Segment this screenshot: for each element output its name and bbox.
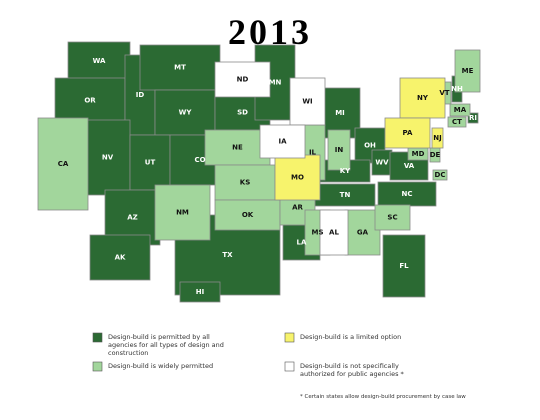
state-shape [67,41,131,81]
state-shape [214,164,276,201]
state-label: SC [387,214,397,222]
state-shape [179,281,221,303]
legend-label: Design-build is not specifically authoriz… [300,362,405,378]
state-label: NE [232,144,243,152]
state-label: NC [402,190,413,198]
state-label: AK [115,254,126,262]
state-shape [454,49,481,93]
state-label: HI [196,288,204,296]
state-label: TX [222,251,233,259]
state-shape [154,184,211,241]
state-label: OR [84,97,96,105]
state-label: GA [357,229,369,237]
state-label: NM [176,209,189,217]
state-label: MO [291,174,304,182]
footnote: * Certain states allow design-build proc… [300,394,466,400]
state-shape [319,209,349,256]
legend-swatch [92,332,103,343]
state-label: ND [237,76,249,84]
state-label: CT [452,118,462,126]
state-label: UT [145,159,156,167]
state-label: DE [430,151,441,159]
state-label: ME [462,67,474,75]
state-label: KS [240,179,250,187]
state-labels: WA OR ID MT WY NV UT CO AZ SD MN TX LA MI OH WV VA NC KY TN… [58,57,477,296]
state-label: NH [451,85,463,93]
state-label: WI [302,98,312,106]
state-label: CO [194,156,205,164]
states [37,41,481,303]
state-shape [374,204,411,231]
state-label: FL [399,262,409,270]
state-label: TN [340,191,351,199]
state-label: ID [136,91,145,99]
state-shape [289,77,326,126]
state-shape [214,199,281,231]
state-shape [204,129,271,166]
state-label: VA [404,162,415,170]
legend-label: Design-build is widely permitted [108,362,213,370]
state-label: OK [242,211,254,219]
state-shape [447,116,467,128]
state-label: DC [435,171,446,179]
state-shape [37,117,89,211]
state-label: VT [439,89,449,97]
state-label: WY [179,109,193,117]
state-label: KY [340,167,351,175]
legend: Design-build is permitted by all agencies… [92,332,466,400]
state-shape [89,234,151,281]
state-label: AL [329,229,339,237]
state-shape [431,127,444,149]
state-label: MA [454,106,467,114]
state-label: IL [309,149,317,157]
state-label: MT [174,64,186,72]
state-label: MD [412,150,425,158]
state-label: MI [335,109,345,117]
state-label: AR [292,204,303,212]
legend-swatch [92,361,103,372]
state-shape [449,103,471,117]
state-label: RI [469,114,477,122]
state-label: AZ [127,214,138,222]
state-label: SD [237,109,248,117]
state-shape [344,209,381,256]
state-label: IN [335,146,344,154]
state-shape [467,112,479,124]
state-label: LA [297,239,307,247]
state-label: NV [102,154,114,162]
state-label: WA [93,57,106,65]
legend-swatch [284,361,295,372]
state-shape [384,117,431,149]
state-shape [377,181,437,207]
legend-label: Design-build is permitted by all agencies… [108,333,224,357]
state-shape [54,77,126,124]
legend-label: Design-build is a limited option [300,333,401,341]
state-label: PA [403,129,413,137]
state-label: NJ [433,134,441,142]
state-label: NY [417,94,429,102]
state-shape [432,169,448,181]
state-shape [214,61,271,98]
state-label: MS [311,229,323,237]
state-label: OH [364,142,376,150]
legend-swatch [284,332,295,343]
state-shape [259,124,306,159]
state-shape [399,77,446,119]
state-label: MN [269,79,282,87]
state-shape [327,129,351,171]
state-shape [382,234,426,298]
state-label: WV [375,159,389,167]
state-label: CA [58,160,69,168]
state-label: IA [278,138,287,146]
